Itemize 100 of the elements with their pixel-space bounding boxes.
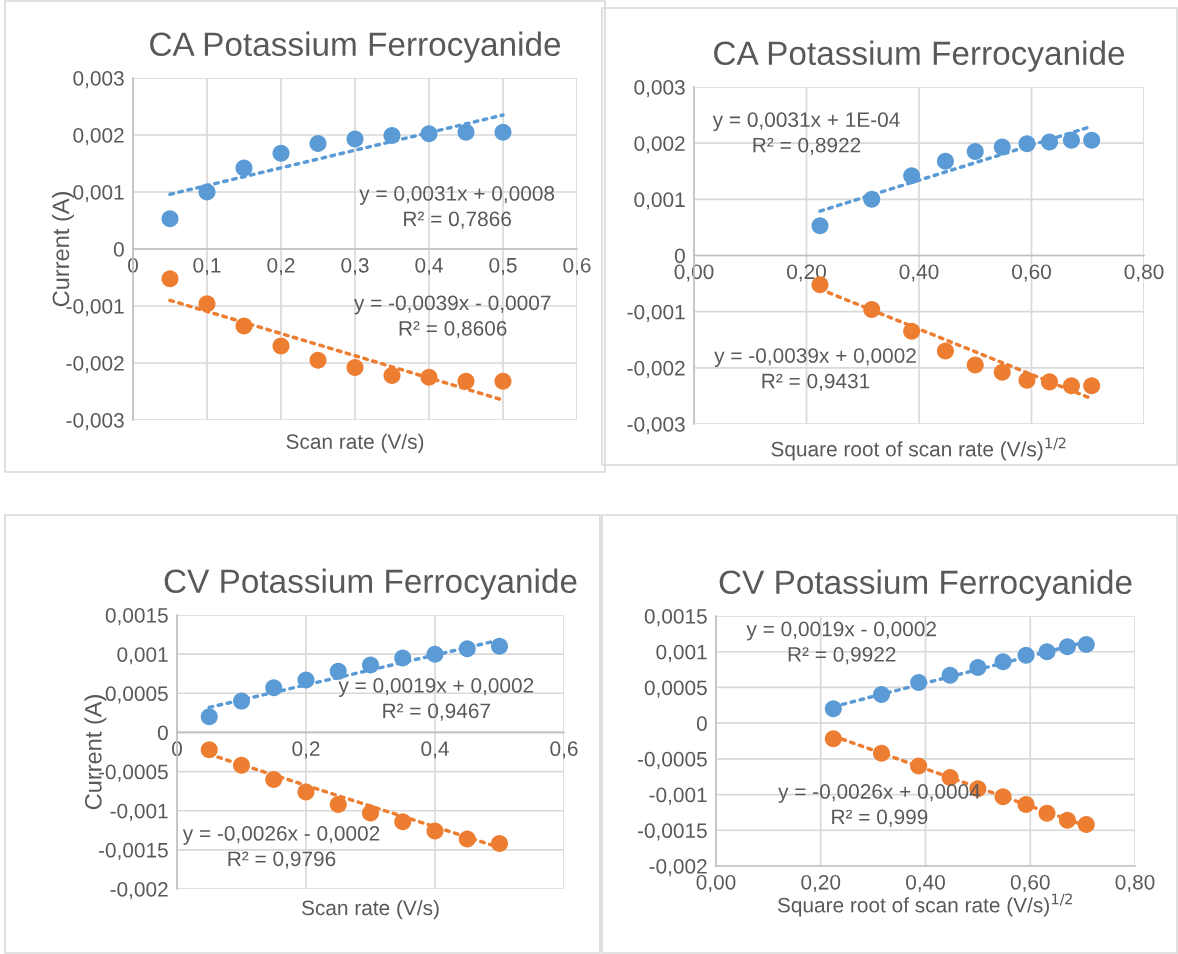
point xyxy=(1018,135,1036,153)
point xyxy=(966,356,984,374)
point xyxy=(329,795,347,813)
annotation: y = -0,0026x + 0,0004 R² = 0,999 xyxy=(778,784,981,827)
x-tick-label: 0,6 xyxy=(550,741,578,759)
x-tick-label: 0,00 xyxy=(696,874,736,893)
point xyxy=(198,183,216,201)
point xyxy=(1058,811,1076,829)
point xyxy=(361,804,380,822)
y-tick-label: -0,002 xyxy=(66,356,124,374)
point xyxy=(235,317,253,335)
annotation: y = -0,0026x - 0,0002 R² = 0,9796 xyxy=(182,826,380,869)
point xyxy=(1018,371,1036,389)
point xyxy=(161,210,179,228)
y-tick-label: -0,001 xyxy=(627,304,685,322)
point xyxy=(198,295,216,313)
y-tick-label: 0,003 xyxy=(73,71,124,89)
x-axis-title: Square root of scan rate (V/s)$^{1/2}$ xyxy=(777,893,1072,917)
point xyxy=(494,123,512,141)
point xyxy=(1017,796,1035,814)
point xyxy=(232,756,251,774)
y-tick-label: 0,0005 xyxy=(644,680,707,698)
point xyxy=(200,741,218,759)
point xyxy=(993,138,1011,156)
x-tick-label: 0,40 xyxy=(906,874,945,893)
point xyxy=(426,645,444,663)
x-tick-label: 0,40 xyxy=(899,264,939,282)
point xyxy=(969,658,987,676)
point xyxy=(361,656,380,674)
y-tick-label: -0,0015 xyxy=(98,842,168,861)
point xyxy=(458,640,476,658)
x-axis-title: Square root of scan rate (V/s)$^{1/2}$ xyxy=(771,437,1066,461)
y-tick-label: 0 xyxy=(696,716,707,731)
point xyxy=(394,813,412,831)
point xyxy=(457,123,475,141)
y-tick-label: 0,002 xyxy=(634,136,685,154)
y-tick-label: 0 xyxy=(157,725,168,741)
y-tick-label: -0,002 xyxy=(627,360,685,379)
point xyxy=(420,125,438,143)
x-tick-label: 0,00 xyxy=(674,264,714,282)
annotation: y = 0,0019x + 0,0002 R² = 0,9467 xyxy=(338,678,534,721)
point xyxy=(1062,131,1080,149)
x-tick-label: 0,80 xyxy=(1124,264,1164,282)
point xyxy=(910,673,928,691)
y-tick-label: 0,001 xyxy=(634,192,685,210)
x-axis-title: Scan rate (V/s) xyxy=(301,899,439,920)
point xyxy=(1077,816,1095,834)
x-tick-label: 0,6 xyxy=(563,257,591,276)
point xyxy=(1083,377,1101,395)
y-tick-label: 0,0005 xyxy=(105,686,168,704)
point xyxy=(910,757,928,775)
x-tick-label: 0,60 xyxy=(1012,264,1051,282)
y-tick-label: -0,002 xyxy=(110,882,168,900)
point xyxy=(863,190,881,208)
y-tick-label: 0,003 xyxy=(634,80,685,98)
x-tick-label: 0,2 xyxy=(267,257,295,276)
x-tick-label: 0,80 xyxy=(1115,874,1155,893)
y-tick-label: -0,001 xyxy=(110,803,168,821)
y-tick-label: 0,002 xyxy=(73,128,124,146)
point xyxy=(903,322,921,340)
y-tick-label: 0,0015 xyxy=(105,608,168,626)
point xyxy=(309,351,327,369)
point xyxy=(966,143,984,161)
annotation: y = 0,0019x - 0,0002 R² = 0,9922 xyxy=(746,621,936,665)
point xyxy=(1040,373,1059,391)
point xyxy=(329,662,347,680)
point xyxy=(200,708,218,726)
point xyxy=(457,372,475,390)
point xyxy=(309,135,327,153)
x-tick-label: 0 xyxy=(172,741,182,757)
point xyxy=(994,788,1012,806)
point xyxy=(873,686,891,704)
point xyxy=(272,144,290,162)
point xyxy=(936,342,954,360)
x-axis-title: Scan rate (V/s) xyxy=(286,433,424,454)
y-tick-label: 0,001 xyxy=(117,647,168,665)
point xyxy=(873,744,891,762)
point xyxy=(824,700,842,718)
y-tick-label: -0,003 xyxy=(66,413,124,431)
y-tick-label: -0,0005 xyxy=(637,751,707,770)
point xyxy=(426,822,444,840)
chart-title: CA Potassium Ferrocyanide xyxy=(150,31,561,63)
point xyxy=(235,159,253,177)
x-tick-label: 0,1 xyxy=(193,257,221,276)
point xyxy=(297,783,315,801)
point xyxy=(994,653,1012,671)
chart-title: CA Potassium Ferrocyanide xyxy=(714,40,1125,72)
point xyxy=(1083,131,1101,149)
point xyxy=(346,359,364,377)
point xyxy=(383,127,401,145)
y-tick-label: -0,002 xyxy=(649,859,707,877)
point xyxy=(1062,377,1080,395)
chart-title: CV Potassium Ferrocyanide xyxy=(719,569,1132,601)
point xyxy=(420,368,438,386)
point xyxy=(346,130,364,148)
point xyxy=(297,671,315,689)
y-tick-label: -0,0015 xyxy=(637,823,707,841)
point xyxy=(490,637,509,655)
chart-title: CV Potassium Ferrocyanide xyxy=(164,568,577,600)
point xyxy=(863,300,881,318)
